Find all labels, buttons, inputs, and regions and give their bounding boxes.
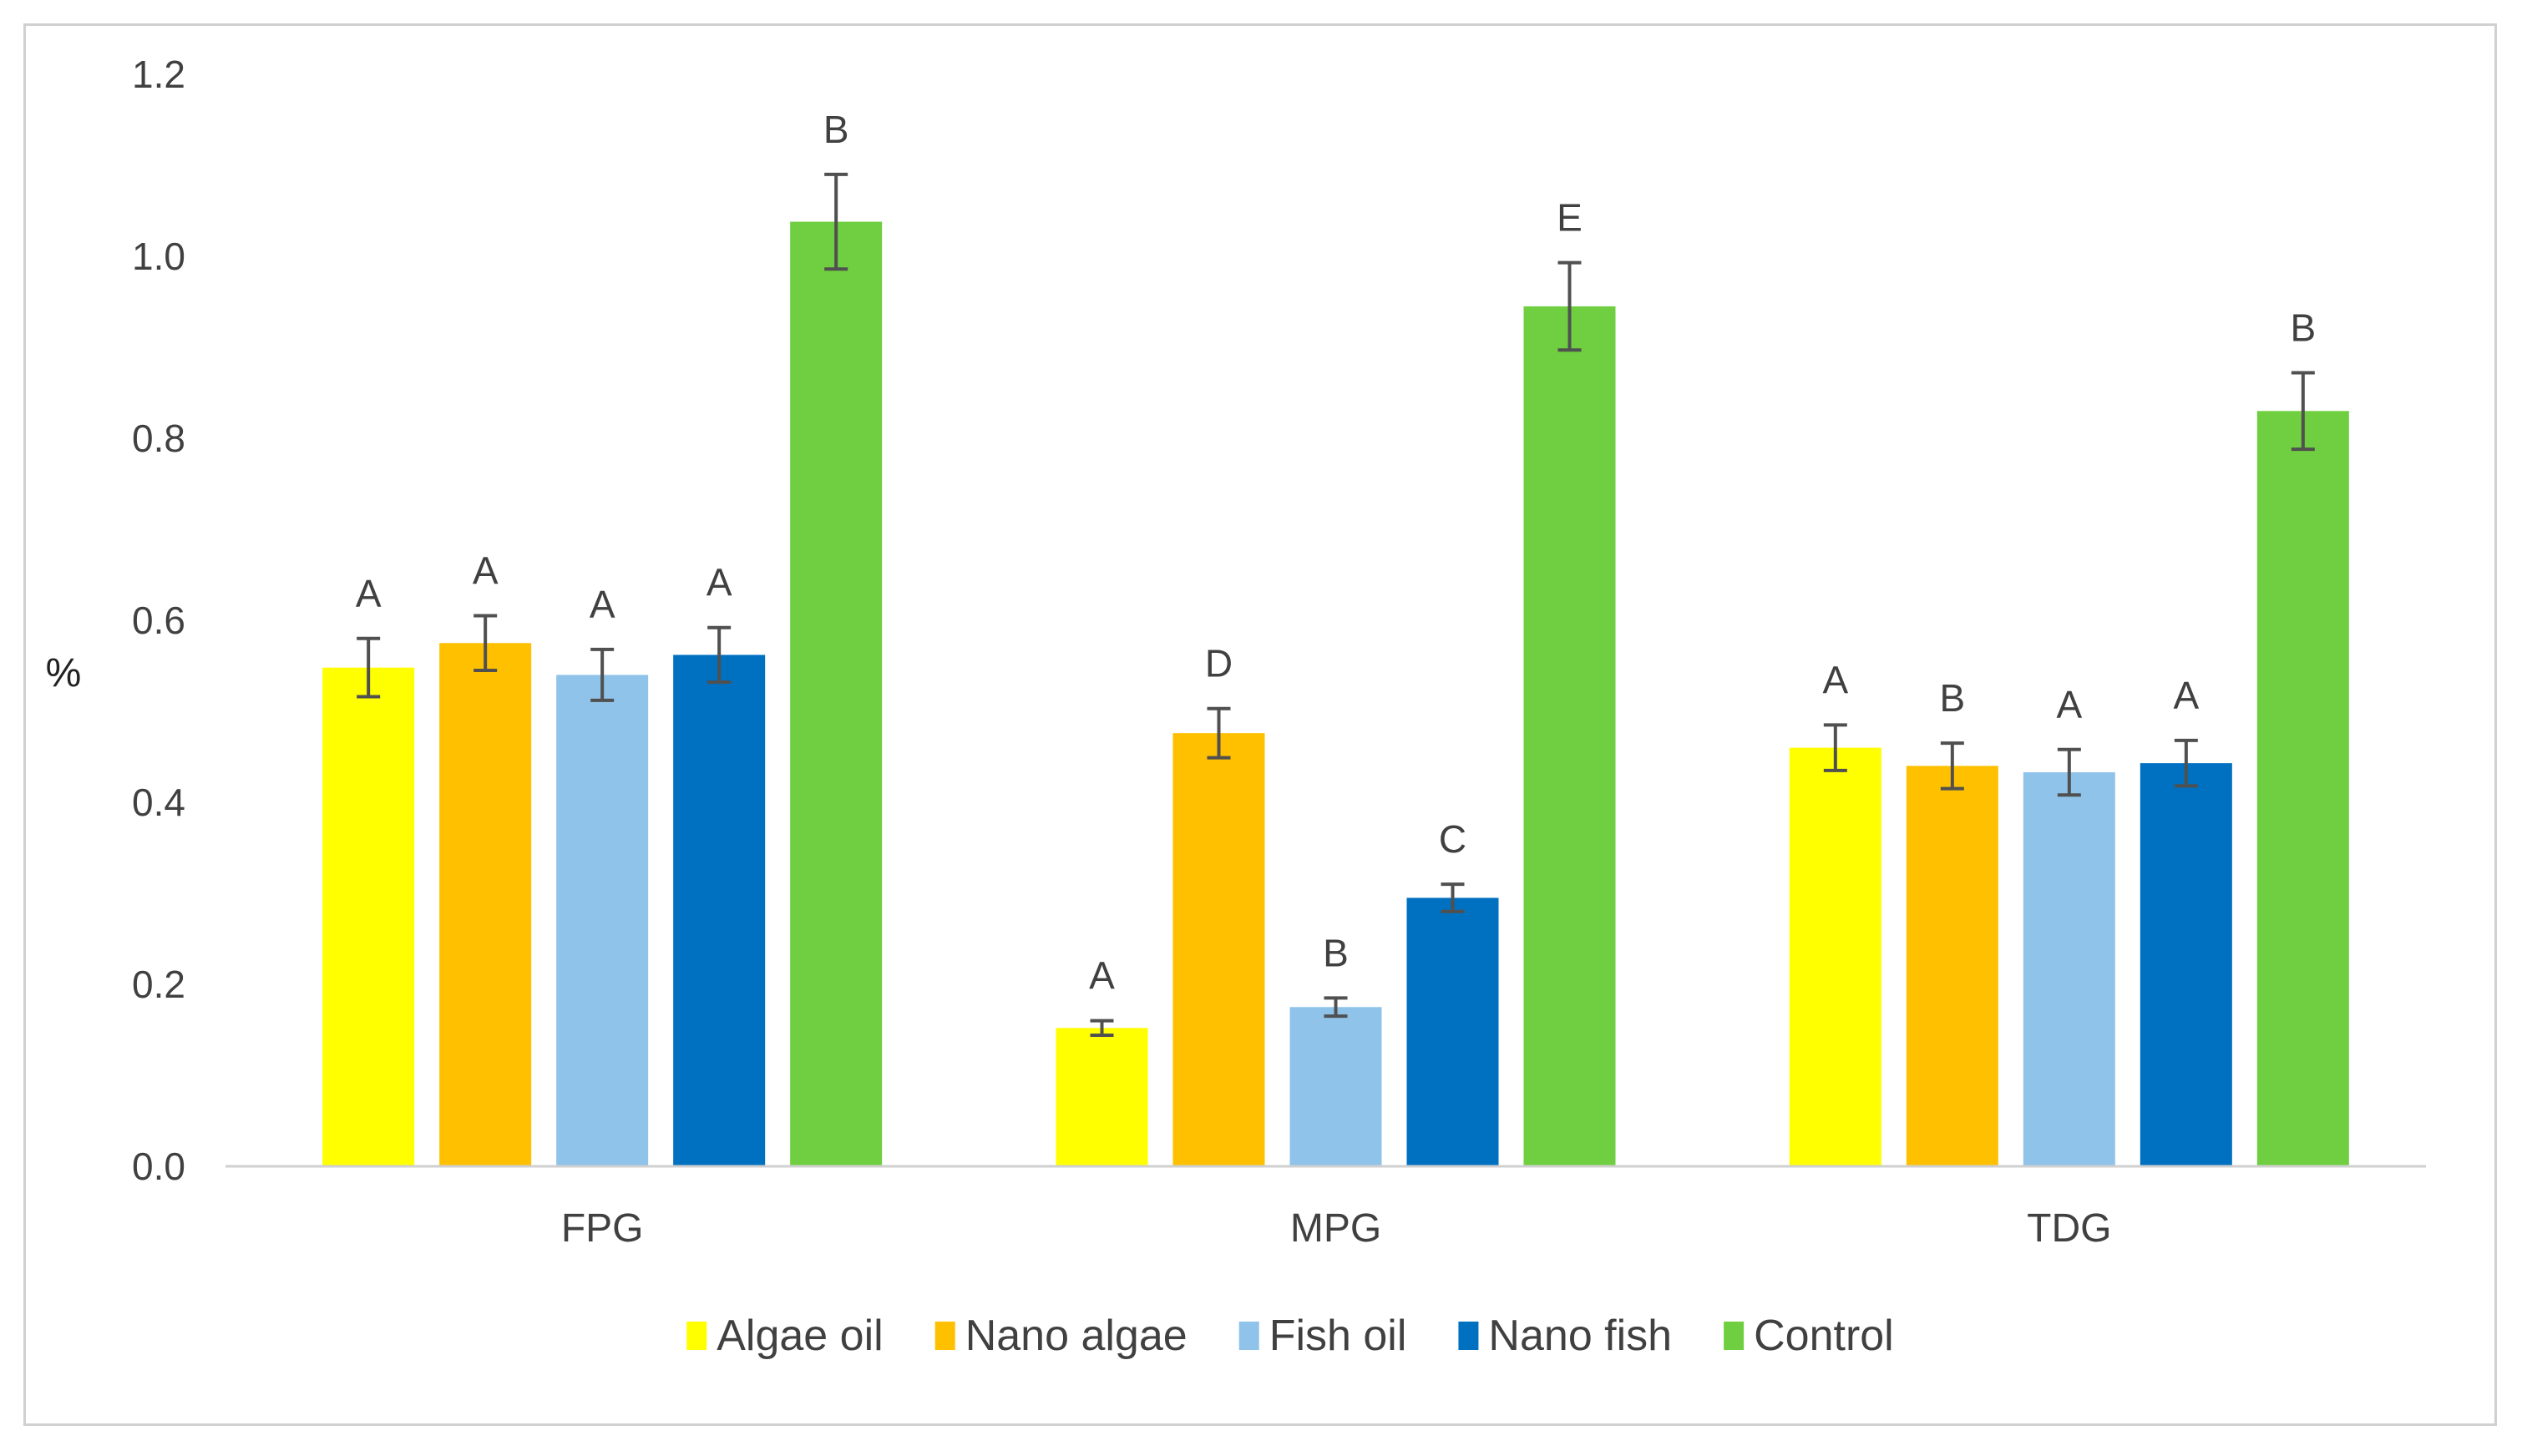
legend-swatch: [1724, 1322, 1745, 1350]
legend-label: Nano algae: [965, 1312, 1188, 1360]
error-bar: [1557, 260, 1582, 352]
error-bar: [1324, 996, 1348, 1019]
error-bar: [2057, 747, 2081, 797]
bar-nano-algae-fpg: [439, 643, 532, 1166]
x-category-label: FPG: [561, 1206, 644, 1251]
significance-letter: A: [590, 583, 615, 626]
x-category-label: TDG: [2027, 1206, 2111, 1251]
chart-frame: [23, 23, 2497, 1426]
significance-letter: B: [1323, 931, 1349, 974]
legend-item: Algae oil: [686, 1312, 884, 1360]
y-axis: 0.0 0.2 0.4 0.6 0.8 1.0 1.2: [132, 53, 185, 1188]
legend-item: Nano algae: [934, 1312, 1188, 1360]
error-bar: [590, 647, 615, 702]
significance-letter: A: [1089, 954, 1115, 998]
significance-letter: A: [473, 549, 499, 593]
bars-group: [322, 221, 2349, 1167]
legend-label: Nano fish: [1488, 1312, 1672, 1360]
y-axis-label: %: [46, 651, 82, 695]
error-bar: [474, 614, 498, 672]
bar-algae-oil-tdg: [1789, 747, 1881, 1166]
bar-fish-oil-tdg: [2023, 772, 2115, 1166]
error-bar: [1207, 706, 1231, 760]
y-tick-label: 0.8: [132, 417, 185, 460]
legend-item: Fish oil: [1238, 1312, 1407, 1360]
y-tick-label: 1.2: [132, 53, 185, 96]
y-tick-label: 0.2: [132, 963, 185, 1006]
bar-nano-algae-tdg: [1906, 766, 1998, 1166]
error-bars-group: [357, 172, 2315, 1038]
error-bar: [1940, 741, 1964, 791]
significance-letters-group: A A A A B A D B C E A B A A B: [356, 108, 2316, 998]
significance-letter: A: [2173, 674, 2199, 717]
significance-letter: B: [823, 108, 849, 151]
bar-fish-oil-mpg: [1289, 1007, 1382, 1166]
legend-swatch: [934, 1322, 955, 1350]
error-bar: [1441, 882, 1465, 913]
error-bar: [357, 636, 381, 699]
bar-nano-fish-mpg: [1406, 897, 1499, 1166]
legend-item: Control: [1724, 1312, 1894, 1360]
significance-letter: B: [1939, 676, 1965, 720]
legend-item: Nano fish: [1458, 1312, 1672, 1360]
x-axis-categories: FPG MPG TDG: [561, 1206, 2112, 1251]
legend: Algae oil Nano algae Fish oil Nano fish Cont…: [686, 1312, 1894, 1360]
bar-algae-oil-mpg: [1056, 1028, 1148, 1166]
bar-nano-fish-fpg: [673, 655, 766, 1166]
bar-control-tdg: [2256, 411, 2349, 1166]
significance-letter: A: [356, 572, 382, 615]
error-bar: [1090, 1019, 1114, 1038]
significance-letter: D: [1205, 642, 1233, 685]
bar-algae-oil-fpg: [322, 667, 415, 1166]
significance-letter: B: [2290, 306, 2316, 350]
bar-fish-oil-fpg: [556, 675, 649, 1166]
legend-swatch: [1238, 1322, 1259, 1350]
significance-letter: A: [1822, 658, 1848, 701]
error-bar: [824, 172, 848, 271]
y-tick-label: 0.0: [132, 1145, 185, 1188]
error-bar: [707, 625, 732, 685]
error-bar: [2291, 371, 2315, 452]
y-tick-label: 1.0: [132, 235, 185, 278]
x-category-label: MPG: [1290, 1206, 1381, 1251]
legend-label: Control: [1754, 1312, 1894, 1360]
bar-control-fpg: [790, 221, 883, 1167]
bar-control-mpg: [1523, 306, 1616, 1167]
error-bar: [2174, 738, 2198, 788]
significance-letter: A: [2056, 683, 2082, 726]
error-bar: [1823, 723, 1847, 772]
bar-nano-fish-tdg: [2140, 763, 2232, 1166]
significance-letter: A: [706, 561, 732, 604]
y-tick-label: 0.4: [132, 781, 185, 824]
legend-label: Algae oil: [717, 1312, 883, 1360]
legend-swatch: [1458, 1322, 1479, 1350]
bar-nano-algae-mpg: [1172, 733, 1265, 1166]
y-tick-label: 0.6: [132, 599, 185, 642]
significance-letter: E: [1557, 196, 1583, 240]
legend-label: Fish oil: [1269, 1312, 1407, 1360]
legend-swatch: [686, 1322, 707, 1350]
significance-letter: C: [1439, 817, 1466, 861]
